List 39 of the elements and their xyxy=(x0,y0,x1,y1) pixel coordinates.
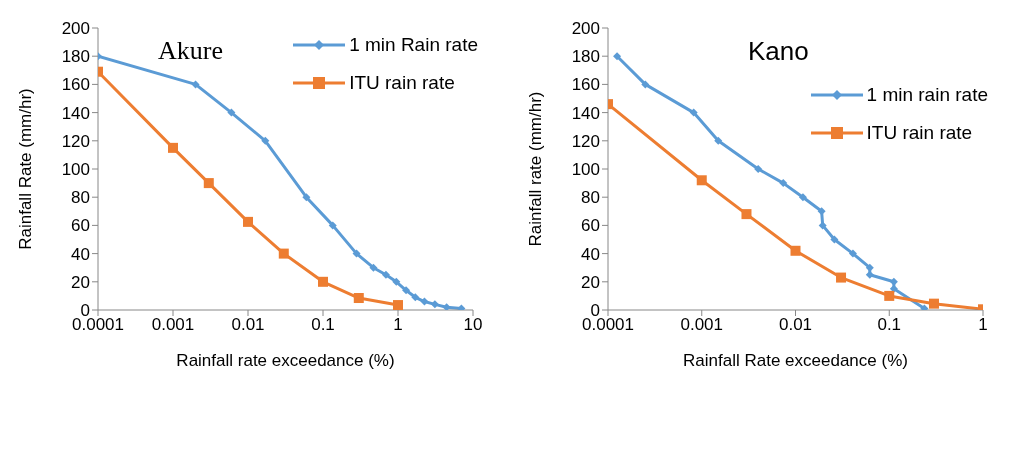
y-tick-label: 80 xyxy=(71,188,90,208)
y-tick-label: 160 xyxy=(571,75,600,95)
y-tick-label: 40 xyxy=(71,244,90,264)
y-tick-label: 180 xyxy=(571,47,600,67)
y-axis-title: Rainfall Rate (mm/hr) xyxy=(16,88,36,250)
y-tick-label: 140 xyxy=(571,103,600,123)
x-tick-label: 0.01 xyxy=(778,315,813,335)
y-tick-label: 120 xyxy=(571,131,600,151)
x-tick-label: 0.1 xyxy=(311,315,335,335)
legend-label: 1 min rain rate xyxy=(866,84,988,106)
chart-title: Kano xyxy=(748,36,809,67)
x-axis-title: Rainfall Rate exceedance (%) xyxy=(683,351,908,370)
x-tick-label: 10 xyxy=(463,315,483,335)
x-tick-label: 1 xyxy=(393,315,403,335)
x-tick-label: 0.001 xyxy=(151,315,195,335)
y-tick-label: 160 xyxy=(61,75,90,95)
y-tick-label: 100 xyxy=(571,160,600,180)
y-tick-label: 180 xyxy=(61,47,90,67)
y-tick-label: 140 xyxy=(61,103,90,123)
y-tick-label: 20 xyxy=(71,272,90,292)
legend-label: ITU rain rate xyxy=(349,72,455,94)
chart-title: Akure xyxy=(158,36,223,66)
y-tick-label: 100 xyxy=(61,160,90,180)
x-tick-label: 0.001 xyxy=(680,315,724,335)
y-tick-label: 120 xyxy=(61,131,90,151)
x-tick-label: 0.1 xyxy=(877,315,902,335)
x-axis-title: Rainfall rate exceedance (%) xyxy=(176,351,395,370)
x-tick-label: 1 xyxy=(978,315,988,335)
y-tick-label: 20 xyxy=(581,272,600,292)
y-tick-label: 80 xyxy=(581,188,600,208)
x-tick-label: 0.01 xyxy=(231,315,265,335)
legend-label: 1 min Rain rate xyxy=(349,34,478,56)
y-tick-label: 60 xyxy=(71,216,90,236)
y-tick-label: 200 xyxy=(61,19,90,39)
y-tick-label: 60 xyxy=(581,216,600,236)
y-tick-label: 200 xyxy=(571,19,600,39)
legend-label: ITU rain rate xyxy=(866,122,973,144)
y-axis-title: Rainfall rate (mm/hr) xyxy=(526,91,546,247)
y-tick-label: 40 xyxy=(581,244,600,264)
